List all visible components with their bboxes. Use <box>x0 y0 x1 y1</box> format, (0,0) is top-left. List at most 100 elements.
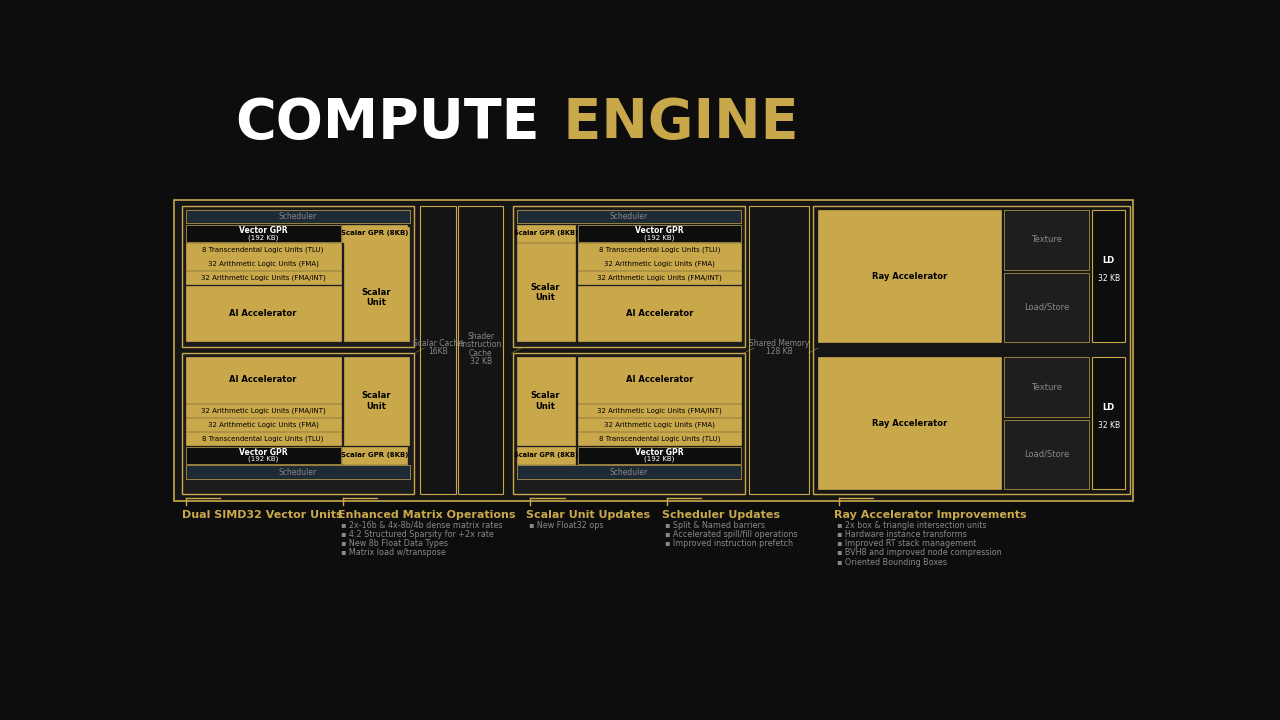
Text: 32 Arithmetic Logic Units (FMA/INT): 32 Arithmetic Logic Units (FMA/INT) <box>596 274 722 281</box>
Text: Ray Accelerator: Ray Accelerator <box>872 419 947 428</box>
Bar <box>186 286 340 341</box>
Text: COMPUTE: COMPUTE <box>236 96 540 150</box>
Bar <box>813 206 1129 495</box>
Bar <box>517 210 741 223</box>
Bar <box>343 356 408 445</box>
Bar <box>1092 210 1125 342</box>
Text: ▪ 2x box & triangle intersection units: ▪ 2x box & triangle intersection units <box>837 521 987 530</box>
Text: ▪ Oriented Bounding Boxes: ▪ Oriented Bounding Boxes <box>837 557 947 567</box>
Text: Ray Accelerator Improvements: Ray Accelerator Improvements <box>835 510 1027 520</box>
Text: ▪ Matrix load w/transpose: ▪ Matrix load w/transpose <box>342 549 447 557</box>
Bar <box>577 271 741 284</box>
Text: Enhanced Matrix Operations: Enhanced Matrix Operations <box>338 510 516 520</box>
Bar <box>577 418 741 431</box>
Text: Scheduler: Scheduler <box>609 468 648 477</box>
Text: LD: LD <box>1102 256 1115 265</box>
Text: AI Accelerator: AI Accelerator <box>229 375 297 384</box>
Text: AI Accelerator: AI Accelerator <box>626 309 694 318</box>
Text: Instruction: Instruction <box>461 341 502 349</box>
Bar <box>517 356 575 445</box>
Bar <box>186 432 340 445</box>
Bar <box>517 465 741 479</box>
Bar <box>749 206 809 495</box>
Bar <box>343 227 408 341</box>
Text: Vector GPR: Vector GPR <box>239 226 288 235</box>
Bar <box>186 257 340 271</box>
Text: Shared Memory: Shared Memory <box>749 339 809 348</box>
Text: Texture: Texture <box>1032 382 1062 392</box>
Bar <box>517 243 575 341</box>
Bar <box>1004 420 1089 489</box>
Text: AI Accelerator: AI Accelerator <box>229 309 297 318</box>
Bar <box>1092 357 1125 489</box>
Bar <box>186 243 340 256</box>
Bar <box>342 225 407 242</box>
Text: Scalar GPR (8KB): Scalar GPR (8KB) <box>513 452 577 458</box>
Text: Dual SIMD32 Vector Units: Dual SIMD32 Vector Units <box>182 510 342 520</box>
Text: ENGINE: ENGINE <box>544 96 799 150</box>
Bar <box>186 465 411 479</box>
Text: Load/Store: Load/Store <box>1024 303 1069 312</box>
Text: Scalar Cache: Scalar Cache <box>413 339 463 348</box>
Bar <box>174 199 1133 500</box>
Text: Scheduler: Scheduler <box>279 212 317 221</box>
Bar <box>577 405 741 418</box>
Text: Scheduler: Scheduler <box>609 212 648 221</box>
Text: 32 Arithmetic Logic Units (FMA/INT): 32 Arithmetic Logic Units (FMA/INT) <box>201 408 325 414</box>
Bar <box>577 286 741 341</box>
Text: Vector GPR: Vector GPR <box>635 448 684 456</box>
Bar <box>577 446 741 464</box>
Text: 8 Transcendental Logic Units (TLU): 8 Transcendental Logic Units (TLU) <box>202 436 324 442</box>
Text: 32 KB: 32 KB <box>1097 421 1120 431</box>
Text: ▪ Accelerated spill/fill operations: ▪ Accelerated spill/fill operations <box>666 530 797 539</box>
Bar <box>512 353 745 494</box>
Text: (192 KB): (192 KB) <box>248 456 278 462</box>
Text: 8 Transcendental Logic Units (TLU): 8 Transcendental Logic Units (TLU) <box>599 247 721 253</box>
Text: (192 KB): (192 KB) <box>644 456 675 462</box>
Text: Vector GPR: Vector GPR <box>635 226 684 235</box>
Text: 32 KB: 32 KB <box>470 357 492 366</box>
Text: ▪ Hardware instance transforms: ▪ Hardware instance transforms <box>837 530 968 539</box>
Bar <box>186 405 340 418</box>
Text: ▪ 4:2 Structured Sparsity for +2x rate: ▪ 4:2 Structured Sparsity for +2x rate <box>342 530 494 539</box>
Text: (192 KB): (192 KB) <box>248 234 278 240</box>
Bar <box>182 353 415 494</box>
Text: Load/Store: Load/Store <box>1024 450 1069 459</box>
Bar <box>420 206 456 495</box>
Text: 32 Arithmetic Logic Units (FMA): 32 Arithmetic Logic Units (FMA) <box>604 261 716 267</box>
Text: AI Accelerator: AI Accelerator <box>626 375 694 384</box>
Text: 32 Arithmetic Logic Units (FMA): 32 Arithmetic Logic Units (FMA) <box>604 422 716 428</box>
Text: Scalar Unit Updates: Scalar Unit Updates <box>526 510 650 520</box>
Text: ▪ Improved RT stack management: ▪ Improved RT stack management <box>837 539 977 548</box>
Bar <box>186 356 340 403</box>
Text: 8 Transcendental Logic Units (TLU): 8 Transcendental Logic Units (TLU) <box>599 436 721 442</box>
Text: Ray Accelerator: Ray Accelerator <box>872 271 947 281</box>
Bar <box>577 243 741 256</box>
Text: Scheduler Updates: Scheduler Updates <box>662 510 781 520</box>
Text: ▪ Improved instruction prefetch: ▪ Improved instruction prefetch <box>666 539 794 548</box>
Bar <box>186 271 340 284</box>
Bar <box>186 210 411 223</box>
Text: 32 Arithmetic Logic Units (FMA/INT): 32 Arithmetic Logic Units (FMA/INT) <box>596 408 722 414</box>
Text: 32 Arithmetic Logic Units (FMA/INT): 32 Arithmetic Logic Units (FMA/INT) <box>201 274 325 281</box>
Text: Scalar GPR (8KB): Scalar GPR (8KB) <box>340 452 408 458</box>
Text: Scalar
Unit: Scalar Unit <box>361 391 390 410</box>
Text: (192 KB): (192 KB) <box>644 234 675 240</box>
Text: 128 KB: 128 KB <box>765 347 792 356</box>
Text: ▪ Split & Named barriers: ▪ Split & Named barriers <box>666 521 765 530</box>
Bar <box>517 225 575 242</box>
Text: ▪ BVH8 and improved node compression: ▪ BVH8 and improved node compression <box>837 549 1002 557</box>
Bar <box>186 446 340 464</box>
Text: Vector GPR: Vector GPR <box>239 448 288 456</box>
Bar <box>577 257 741 271</box>
Bar <box>458 206 503 495</box>
Text: Scheduler: Scheduler <box>279 468 317 477</box>
Text: Scalar
Unit: Scalar Unit <box>361 288 390 307</box>
Text: Scalar
Unit: Scalar Unit <box>531 391 561 410</box>
Text: 8 Transcendental Logic Units (TLU): 8 Transcendental Logic Units (TLU) <box>202 247 324 253</box>
Text: ▪ 2x-16b & 4x-8b/4b dense matrix rates: ▪ 2x-16b & 4x-8b/4b dense matrix rates <box>342 521 503 530</box>
Bar <box>1004 357 1089 417</box>
Text: 32 Arithmetic Logic Units (FMA): 32 Arithmetic Logic Units (FMA) <box>207 261 319 267</box>
Text: Scalar GPR (8KB): Scalar GPR (8KB) <box>340 230 408 236</box>
Text: 16KB: 16KB <box>429 347 448 356</box>
